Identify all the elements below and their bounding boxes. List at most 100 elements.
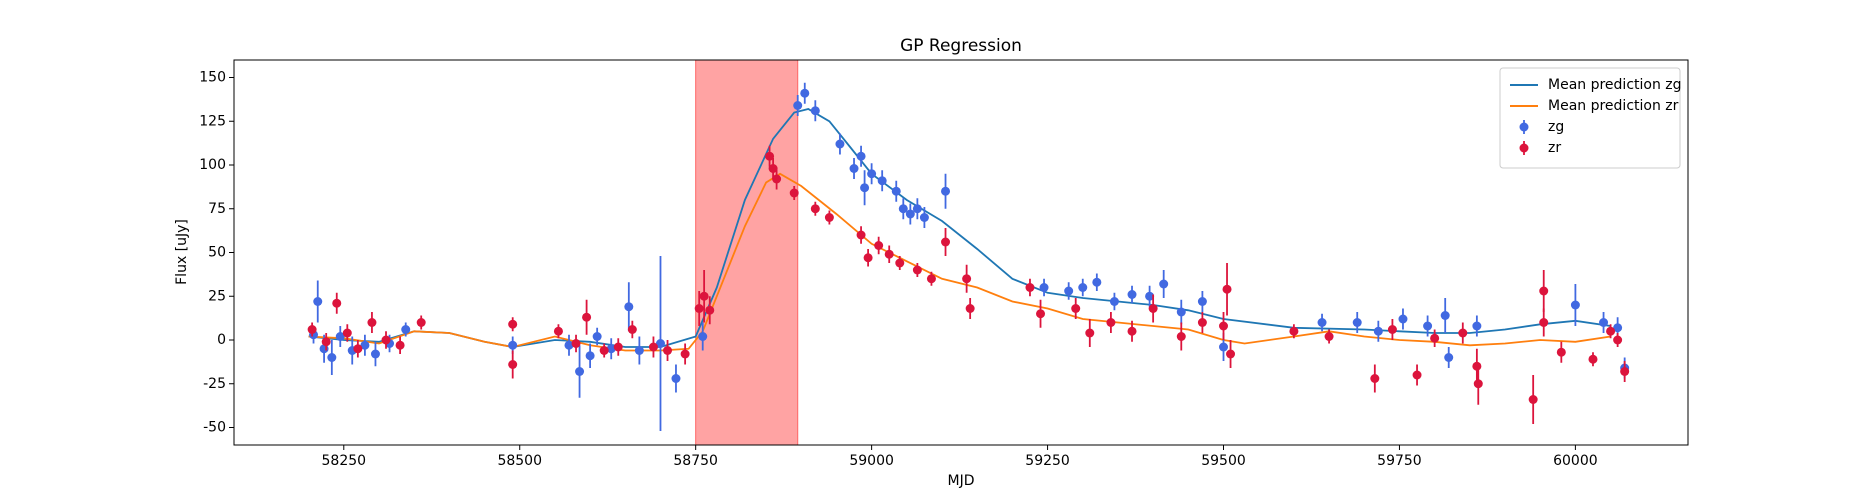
data-point [508,319,518,329]
data-point [699,291,709,301]
data-point [313,297,323,306]
data-point [381,335,391,345]
data-point [1370,374,1380,383]
data-point [891,186,901,196]
legend-box [1499,67,1681,169]
data-point [1071,304,1081,313]
y-tick-label: 75 [208,201,226,217]
data-point [575,367,585,376]
data-layer [307,60,1630,445]
data-point [694,304,704,313]
data-point [1458,328,1468,338]
legend-label: Mean prediction zr [1548,98,1679,114]
data-point [1064,286,1074,296]
data-point [1613,323,1623,333]
mean-line [308,172,1611,352]
data-point [1324,332,1334,341]
data-point [800,88,810,98]
data-point [395,340,405,350]
data-point [835,139,845,149]
x-tick-label: 59500 [1201,453,1246,469]
data-point [1039,283,1049,292]
data-point [1444,353,1454,362]
data-point [1145,291,1155,301]
data-point [772,174,782,184]
data-point [648,342,658,352]
data-point [1159,279,1169,289]
x-tick-label: 59250 [1025,453,1070,469]
data-point [592,332,602,341]
data-point [705,305,715,315]
y-axis-label: Flux [uJy] [174,219,190,285]
data-point [1606,326,1616,336]
data-point [1036,309,1046,319]
data-point [1197,318,1207,327]
data-point [585,351,595,361]
data-point [627,325,637,334]
x-tick-label: 60000 [1553,453,1598,469]
data-point [1599,318,1609,327]
data-point [1430,333,1440,343]
data-point [401,325,411,334]
data-point [564,340,574,350]
data-point [1127,326,1137,336]
x-tick-label: 58750 [673,453,718,469]
data-point [353,344,363,354]
data-point [1106,318,1116,327]
data-point [1219,321,1229,331]
data-point [680,349,690,359]
data-point [941,237,951,247]
data-point [1539,318,1549,327]
y-tick-label: 150 [199,70,226,86]
shaded-region [695,60,799,445]
data-point [926,274,936,284]
data-point [824,213,834,222]
data-point [1109,297,1119,306]
data-point [335,332,345,341]
data-point [1127,290,1137,299]
data-point [1078,283,1088,292]
data-point [1620,367,1630,376]
data-point [624,302,634,312]
y-tick-label: 125 [199,113,226,129]
legend-label: zg [1548,119,1564,135]
x-tick-label: 59750 [1377,453,1422,469]
data-point [321,337,331,347]
data-point [1570,300,1580,310]
data-point [1473,379,1483,389]
data-point [613,342,623,352]
data-point [1176,307,1186,317]
y-tick-label: 0 [217,332,226,348]
chart-title: GP Regression [900,36,1022,56]
data-point [342,328,352,338]
data-point [877,176,887,186]
data-point [863,253,873,263]
data-point [962,274,972,284]
data-point [874,241,884,250]
data-point [768,164,778,173]
data-point [1222,284,1232,294]
data-point [1289,326,1299,336]
data-point [1352,318,1362,327]
x-tick-label: 59000 [849,453,894,469]
data-point [1373,326,1383,336]
data-point [571,339,581,348]
data-point [1472,361,1482,371]
axes-frame [233,59,1689,446]
data-point [765,151,775,161]
data-point [1219,342,1229,352]
data-point [634,346,644,355]
data-point [1423,321,1433,331]
data-point [1440,311,1450,320]
x-tick-label: 58500 [497,453,542,469]
data-point [1176,332,1186,341]
data-point [849,164,859,173]
data-point [1398,314,1408,324]
data-point [1613,335,1623,345]
y-tick-label: -25 [203,376,226,392]
legend-label: Mean prediction zg [1548,77,1682,93]
data-point [332,298,342,308]
data-point [1092,277,1102,287]
y-tick-label: 100 [199,157,226,173]
data-point [1472,321,1482,331]
